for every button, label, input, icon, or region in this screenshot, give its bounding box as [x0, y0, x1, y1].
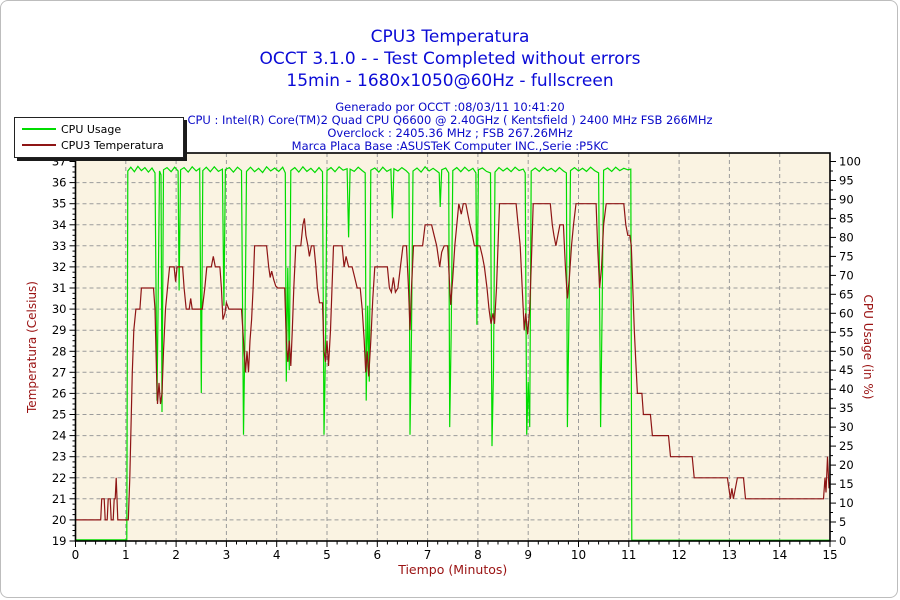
chart-subtitle-testinfo: 15min - 1680x1050@60Hz - fullscreen — [286, 71, 614, 91]
cpu3-temperatura-line-sample — [22, 144, 56, 146]
x-tick-labels: 0 1 2 3 4 5 6 7 8 9 10 11 12 13 14 15 — [72, 548, 838, 562]
svg-text:13: 13 — [722, 548, 737, 562]
svg-text:25: 25 — [52, 408, 67, 422]
svg-text:90: 90 — [839, 192, 854, 206]
cpu3-temperatura-series-line — [75, 203, 831, 521]
svg-text:23: 23 — [52, 450, 67, 464]
svg-text:33: 33 — [52, 239, 67, 253]
svg-text:35: 35 — [52, 197, 67, 211]
svg-text:20: 20 — [839, 458, 854, 472]
legend-item-cpu-usage: CPU Usage — [15, 121, 183, 137]
svg-text:27: 27 — [52, 365, 67, 379]
svg-text:70: 70 — [839, 268, 854, 282]
svg-text:22: 22 — [52, 471, 67, 485]
svg-text:95: 95 — [839, 174, 854, 188]
svg-text:5: 5 — [839, 515, 846, 529]
svg-text:65: 65 — [839, 287, 854, 301]
svg-text:9: 9 — [524, 548, 532, 562]
gridlines — [75, 153, 830, 541]
svg-text:0: 0 — [839, 534, 846, 548]
svg-text:26: 26 — [52, 386, 67, 400]
svg-text:12: 12 — [671, 548, 686, 562]
svg-text:6: 6 — [373, 548, 381, 562]
svg-text:5: 5 — [323, 548, 331, 562]
svg-text:15: 15 — [822, 548, 837, 562]
motherboard-info-line: Marca Placa Base :ASUSTeK Computer INC.,… — [291, 139, 609, 153]
svg-text:50: 50 — [839, 344, 854, 358]
svg-text:2: 2 — [172, 548, 180, 562]
svg-text:8: 8 — [474, 548, 482, 562]
svg-text:32: 32 — [52, 260, 67, 274]
svg-text:80: 80 — [839, 230, 854, 244]
svg-text:19: 19 — [52, 534, 67, 548]
svg-text:10: 10 — [839, 496, 854, 510]
svg-text:40: 40 — [839, 382, 854, 396]
generated-info-line: Generado por OCCT :08/03/11 10:41:20 — [335, 100, 565, 114]
svg-text:34: 34 — [52, 218, 67, 232]
legend-label-cpu3-temperatura: CPU3 Temperatura — [61, 138, 164, 152]
cpu-info-line: CPU : Intel(R) Core(TM)2 Quad CPU Q6600 … — [187, 113, 713, 127]
svg-text:4: 4 — [273, 548, 281, 562]
svg-text:30: 30 — [52, 302, 67, 316]
chart-subtitle-status: OCCT 3.1.0 - - Test Completed without er… — [259, 49, 641, 69]
overclock-info-line: Overclock : 2405.36 MHz ; FSB 267.26MHz — [327, 126, 573, 140]
svg-text:85: 85 — [839, 211, 854, 225]
svg-text:7: 7 — [424, 548, 432, 562]
svg-text:11: 11 — [621, 548, 636, 562]
svg-text:21: 21 — [52, 492, 67, 506]
legend: CPU Usage CPU3 Temperatura — [14, 117, 184, 158]
svg-text:0: 0 — [72, 548, 80, 562]
svg-text:1: 1 — [122, 548, 130, 562]
svg-text:45: 45 — [839, 363, 854, 377]
legend-label-cpu-usage: CPU Usage — [61, 122, 122, 136]
svg-text:15: 15 — [839, 477, 854, 491]
svg-text:35: 35 — [839, 401, 854, 415]
svg-text:36: 36 — [52, 176, 67, 190]
svg-text:25: 25 — [839, 439, 854, 453]
axis-ticks — [69, 161, 836, 547]
cpu-usage-line-sample — [22, 128, 56, 130]
x-axis-title: Tiempo (Minutos) — [397, 562, 507, 577]
svg-text:20: 20 — [52, 513, 67, 527]
chart-title: CPU3 Temperatura — [370, 27, 530, 47]
svg-text:10: 10 — [571, 548, 586, 562]
svg-text:3: 3 — [223, 548, 231, 562]
svg-text:24: 24 — [52, 429, 67, 443]
svg-text:31: 31 — [52, 281, 67, 295]
svg-text:14: 14 — [772, 548, 787, 562]
plot-border — [74, 152, 831, 542]
svg-text:29: 29 — [52, 323, 67, 337]
yright-axis-title: CPU Usage (in %) — [861, 295, 875, 400]
svg-text:60: 60 — [839, 306, 854, 320]
cpu-usage-series-line — [75, 165, 830, 541]
svg-text:100: 100 — [839, 155, 861, 169]
yleft-tick-labels: 19 20 21 22 23 24 25 26 27 28 29 30 31 32 33 34 35 36 37 — [52, 155, 67, 549]
yright-tick-labels: 0 5 10 15 20 25 30 35 40 45 50 55 60 65 70 75 80 85 90 95 10… — [839, 155, 861, 549]
legend-item-cpu3-temperatura: CPU3 Temperatura — [15, 137, 183, 153]
svg-text:37: 37 — [52, 155, 67, 169]
svg-text:30: 30 — [839, 420, 854, 434]
svg-text:75: 75 — [839, 249, 854, 263]
yleft-axis-title: Temperatura (Celsius) — [25, 281, 39, 414]
svg-text:28: 28 — [52, 344, 67, 358]
svg-text:55: 55 — [839, 325, 854, 339]
